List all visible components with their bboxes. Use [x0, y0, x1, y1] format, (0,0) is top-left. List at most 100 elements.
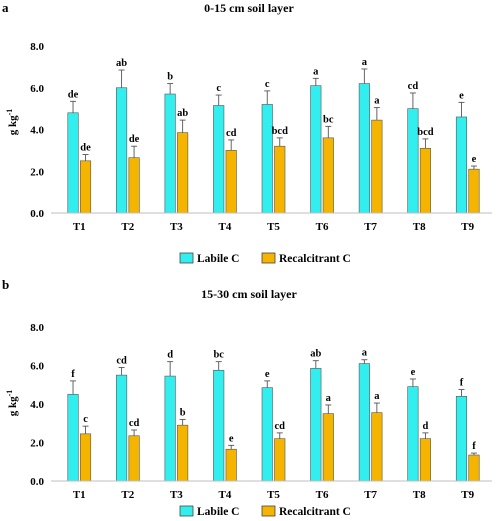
panel-b-y-tick-2: 4.0	[30, 399, 44, 411]
panel-a-letter-recalcitrant-T2: de	[129, 134, 140, 145]
panel-b-y-axis-label: g kg-1	[5, 390, 19, 417]
panel-b-letter-labile-T1: f	[71, 369, 75, 380]
panel-a-x-tick-T6: T6	[316, 221, 329, 233]
panel-a-y-tick-3: 6.0	[30, 83, 44, 95]
panel-b-x-tick-T4: T4	[219, 489, 232, 501]
panel-a-x-tick-T4: T4	[219, 221, 232, 233]
panel-b-letter-labile-T4: bc	[213, 350, 224, 361]
panel-b-y-tick-1: 2.0	[30, 438, 44, 450]
panel-b-bar-labile-T4	[213, 370, 225, 482]
panel-a-letter-recalcitrant-T4: cd	[226, 128, 237, 139]
panel-b-bar-labile-T5	[261, 387, 273, 482]
panel-b-letter-recalcitrant-T2: cd	[129, 418, 140, 429]
panel-a-letter-recalcitrant-T3: ab	[177, 108, 188, 119]
panel-a-x-tick-T2: T2	[121, 221, 134, 233]
panel-a-y-axis-label: g kg-1	[5, 109, 19, 136]
panel-b-legend: Labile C Recalcitrant C	[179, 505, 351, 518]
panel-b-bar-recalcitrant-T7	[371, 412, 383, 482]
panel-b-letter-labile-T5: e	[265, 369, 270, 380]
panel-b-bar-recalcitrant-T4	[225, 448, 237, 482]
panel-a-letter-labile-T4: c	[216, 83, 221, 94]
panel-a-bar-labile-T4	[213, 105, 225, 214]
panel-b-letter-recalcitrant-T5: cd	[275, 421, 286, 432]
panel-a-letter-labile-T6: a	[313, 66, 319, 77]
panel-a-letter-recalcitrant-T9: e	[472, 154, 477, 165]
panel-b-x-tick-T6: T6	[316, 489, 329, 501]
panel-b-bar-labile-T8	[407, 386, 419, 482]
panel-b-letter-recalcitrant-T3: b	[180, 407, 186, 418]
panel-a-bar-labile-T6	[310, 85, 322, 214]
panel-b-bar-labile-T7	[358, 363, 370, 482]
panel-a-x-tick-T7: T7	[364, 221, 377, 233]
panel-a-bar-labile-T7	[358, 83, 370, 214]
panel-b-y-tick-4: 8.0	[30, 322, 44, 334]
panel-b-bar-recalcitrant-T2	[128, 435, 140, 482]
panel-a-bar-recalcitrant-T3	[177, 132, 189, 214]
panel-b-letter-recalcitrant-T9: f	[472, 441, 476, 452]
panel-b-letter-recalcitrant-T1: c	[83, 414, 88, 425]
panel-a-bar-recalcitrant-T2	[128, 157, 140, 214]
panel-a-y-tick-0: 0.0	[30, 208, 44, 220]
panel-b-legend-recalcitrant: Recalcitrant C	[279, 506, 351, 518]
panel-b-letter: b	[2, 277, 9, 292]
panel-b-letter-labile-T8: e	[411, 367, 416, 378]
panel-b-bar-labile-T2	[116, 374, 128, 482]
panel-b-legend-labile: Labile C	[197, 506, 240, 518]
panel-b-bar-labile-T1	[67, 394, 79, 482]
panel-b-bar-recalcitrant-T1	[79, 433, 92, 482]
panel-b-bar-recalcitrant-T3	[177, 424, 189, 482]
panel-a-y-tick-1: 2.0	[30, 166, 44, 178]
panel-a-y-tick-2: 4.0	[30, 125, 44, 137]
panel-b-letter-recalcitrant-T8: d	[422, 421, 428, 432]
panel-a-bar-recalcitrant-T7	[371, 119, 383, 214]
panel-b-bar-recalcitrant-T5	[274, 438, 286, 482]
panel-a-legend: Labile C Recalcitrant C	[179, 252, 351, 265]
panel-a-letter-labile-T9: e	[459, 90, 464, 101]
panel-b-x-tick-T3: T3	[170, 489, 183, 501]
panel-b-bars: f c cd cd d b bc e e cd ab a a a e d f f	[67, 348, 480, 482]
panel-a: a 0-15 cm soil layer g kg-1 0.0 2.0 4.0 6.0…	[2, 0, 492, 265]
panel-b-y-tick-0: 0.0	[30, 476, 44, 488]
panel-a-y-axis-label-sup: -1	[5, 109, 14, 116]
panel-b-title: 15-30 cm soil layer	[201, 287, 297, 301]
panel-b-bar-recalcitrant-T6	[322, 413, 334, 482]
panel-b-letter-labile-T9: f	[460, 378, 464, 389]
panel-b-letter-recalcitrant-T7: a	[374, 391, 380, 402]
panel-a-letter-recalcitrant-T8: bcd	[417, 127, 434, 138]
panel-a-bar-recalcitrant-T6	[322, 137, 334, 214]
panel-b-legend-swatch-labile	[179, 505, 194, 517]
panel-a-letter-labile-T1: de	[68, 89, 79, 100]
panel-b-letter-labile-T2: cd	[116, 355, 127, 366]
panel-a-y-ticks: 0.0 2.0 4.0 6.0 8.0	[30, 41, 44, 220]
panel-b-y-axis-label-text: g kg	[7, 396, 19, 416]
panel-a-legend-swatch-recalcitrant	[261, 252, 276, 264]
panel-a-letter-labile-T7: a	[362, 57, 368, 68]
panel-b-x-tick-T9: T9	[461, 489, 474, 501]
panel-b-bar-recalcitrant-T8	[419, 438, 431, 482]
panel-b-letter-recalcitrant-T4: e	[229, 433, 234, 444]
panel-a-x-tick-T8: T8	[413, 221, 426, 233]
panel-a-letter-labile-T8: cd	[408, 81, 419, 92]
panel-a-bar-labile-T3	[164, 93, 176, 214]
panel-b-y-ticks: 0.0 2.0 4.0 6.0 8.0	[30, 322, 44, 488]
panel-a-legend-labile: Labile C	[197, 253, 240, 265]
panel-a-x-ticks: T1 T2 T3 T4 T5 T6 T7 T8 T9	[73, 221, 475, 233]
panel-a-bar-recalcitrant-T4	[225, 150, 237, 214]
panel-b-x-tick-T7: T7	[364, 489, 377, 501]
panel-a-y-axis-label-text: g kg	[7, 115, 19, 135]
panel-b-x-tick-T2: T2	[121, 489, 134, 501]
panel-a-legend-swatch-labile	[179, 252, 194, 264]
panel-b-x-ticks: T1 T2 T3 T4 T5 T6 T7 T8 T9	[73, 489, 475, 501]
panel-b: b 15-30 cm soil layer g kg-1 0.0 2.0 4.0 6.…	[2, 277, 492, 518]
panel-a-letter-recalcitrant-T6: bc	[323, 114, 334, 125]
panel-a-bar-recalcitrant-T8	[419, 147, 431, 214]
panel-b-x-tick-T8: T8	[413, 489, 426, 501]
panel-a-letter-recalcitrant-T5: bcd	[272, 126, 289, 137]
panel-b-y-tick-3: 6.0	[30, 361, 44, 373]
panel-a-y-tick-4: 8.0	[30, 41, 44, 53]
panel-a-legend-recalcitrant: Recalcitrant C	[279, 253, 351, 265]
panel-a-title: 0-15 cm soil layer	[204, 1, 294, 15]
panel-b-y-axis-label-sup: -1	[5, 390, 14, 397]
panel-a-letter-recalcitrant-T7: a	[374, 96, 380, 107]
